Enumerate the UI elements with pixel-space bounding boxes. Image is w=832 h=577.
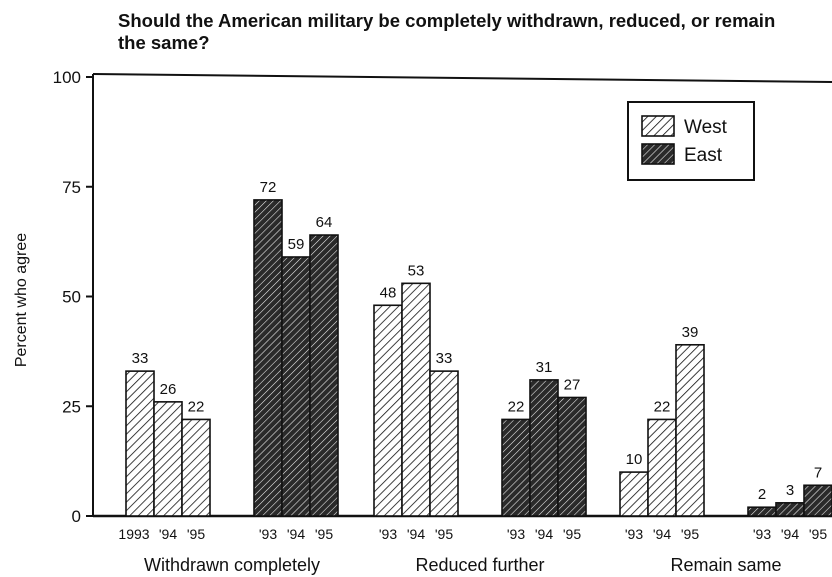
- y-tick-label: 75: [62, 178, 81, 197]
- bar-west: [126, 371, 154, 516]
- year-label: '95: [315, 526, 333, 542]
- category-labels: Withdrawn completely Reduced further Remai…: [144, 555, 782, 575]
- y-tick-label: 0: [72, 507, 81, 526]
- year-label: '93: [507, 526, 525, 542]
- year-label: '93: [259, 526, 277, 542]
- year-label: '95: [681, 526, 699, 542]
- bar-east: [310, 235, 338, 516]
- value-label: 27: [564, 376, 581, 393]
- value-label: 31: [536, 359, 553, 376]
- y-tick-label: 50: [62, 288, 81, 307]
- bar-east: [530, 380, 558, 516]
- year-label: '94: [781, 526, 799, 542]
- year-label: '95: [809, 526, 827, 542]
- top-frame-line: [93, 74, 832, 82]
- legend-swatch-west: [642, 116, 674, 136]
- value-label: 22: [188, 398, 205, 415]
- y-tick-label: 25: [62, 397, 81, 416]
- bar-west: [182, 419, 210, 516]
- legend: West East: [628, 102, 754, 180]
- value-label: 22: [508, 398, 525, 415]
- year-label: 1993: [118, 526, 149, 542]
- bar-east: [282, 257, 310, 516]
- bar-east: [748, 507, 776, 516]
- value-label: 10: [626, 451, 643, 468]
- legend-swatch-east: [642, 144, 674, 164]
- category-label: Reduced further: [415, 555, 544, 575]
- value-label: 53: [408, 262, 425, 279]
- year-label: '94: [287, 526, 305, 542]
- value-label: 72: [260, 179, 277, 196]
- legend-label-east: East: [684, 145, 723, 166]
- value-label: 48: [380, 284, 397, 301]
- value-label: 22: [654, 398, 671, 415]
- bar-east: [254, 200, 282, 516]
- legend-box: [628, 102, 754, 180]
- value-label: 39: [682, 324, 699, 341]
- year-label: '93: [625, 526, 643, 542]
- year-label: '93: [379, 526, 397, 542]
- bar-west: [402, 283, 430, 516]
- year-label: '95: [435, 526, 453, 542]
- bar-west: [676, 345, 704, 516]
- value-label: 64: [316, 214, 333, 231]
- year-label: '94: [535, 526, 553, 542]
- value-label: 3: [786, 482, 794, 499]
- bar-east: [776, 503, 804, 516]
- y-axis-label: Percent who agree: [13, 233, 30, 367]
- value-label: 7: [814, 464, 822, 481]
- y-tick-label: 100: [53, 68, 81, 87]
- bar-west: [154, 402, 182, 516]
- year-label: '95: [563, 526, 581, 542]
- value-label: 33: [436, 350, 453, 367]
- value-label: 59: [288, 236, 305, 253]
- year-label: '95: [187, 526, 205, 542]
- category-label: Withdrawn completely: [144, 555, 320, 575]
- legend-label-west: West: [684, 117, 728, 138]
- bar-west: [648, 419, 676, 516]
- bar-east: [804, 485, 832, 516]
- y-axis: 0 25 50 75 100: [53, 68, 93, 526]
- value-label: 26: [160, 381, 177, 398]
- bar-west: [374, 305, 402, 516]
- bar-west: [430, 371, 458, 516]
- bar-west: [620, 472, 648, 516]
- year-label: '94: [653, 526, 671, 542]
- category-label: Remain same: [670, 555, 781, 575]
- bar-east: [502, 419, 530, 516]
- bars: [126, 200, 832, 516]
- value-label: 2: [758, 486, 766, 503]
- year-label: '94: [407, 526, 425, 542]
- year-label: '93: [753, 526, 771, 542]
- year-labels: 1993 '94 '95 '93 '94 '95 '93 '94 '95 '93 '94 '95 '93…: [118, 526, 827, 542]
- year-label: '94: [159, 526, 177, 542]
- bar-east: [558, 397, 586, 516]
- value-label: 33: [132, 350, 149, 367]
